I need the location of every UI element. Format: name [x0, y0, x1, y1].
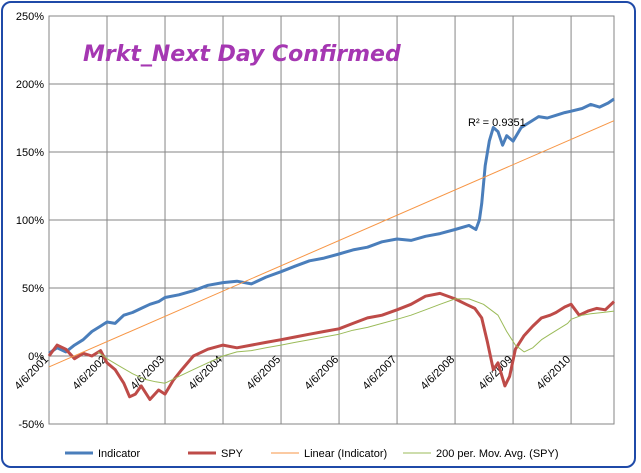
- x-tick-label: 4/6/2010: [534, 354, 573, 393]
- indicator-line: [48, 97, 615, 355]
- y-tick-label: 200%: [16, 79, 44, 91]
- x-tick-label: 4/6/2003: [128, 354, 167, 393]
- chart-title: Mrkt_Next Day Confirmed: [83, 42, 401, 67]
- series-layer: [47, 97, 616, 401]
- chart: 250%200%150%100%50%0%-50%4/6/2001 4/6/200…: [12, 11, 616, 460]
- linear-trendline: [48, 120, 615, 368]
- x-tick-label: 4/6/2006: [302, 354, 341, 393]
- spy-line: [47, 291, 616, 401]
- y-tick-label: 0%: [28, 351, 44, 363]
- r-squared-annotation: R² = 0.9351: [468, 117, 526, 129]
- y-tick-label: 250%: [16, 11, 44, 23]
- legend-entry: Indicator: [98, 448, 141, 460]
- y-tick-label: -50%: [18, 419, 44, 431]
- grid: [48, 15, 615, 425]
- x-tick-label: 4/6/2005: [244, 354, 283, 393]
- x-tick-label: 4/6/2008: [418, 354, 457, 393]
- moving-average-line: [97, 298, 615, 384]
- legend-entry: Linear (Indicator): [304, 448, 387, 460]
- legend-entry: 200 per. Mov. Avg. (SPY): [436, 448, 559, 460]
- y-tick-label: 50%: [22, 283, 44, 295]
- y-tick-label: 100%: [16, 215, 44, 227]
- chart-frame: 250% 200% 150% 100% 50% 0% -50% 4/6/2001 4/6/200…: [1, 1, 636, 468]
- legend-entry: SPY: [221, 448, 244, 460]
- y-tick-label: 150%: [16, 147, 44, 159]
- legend: Indicator SPY Linear (Indicator) 200 per. M…: [65, 448, 559, 460]
- x-tick-label: 4/6/2002: [70, 354, 109, 393]
- axes: 250%200%150%100%50%0%-50%4/6/2001 4/6/200…: [12, 11, 573, 431]
- x-tick-label: 4/6/2007: [360, 354, 399, 393]
